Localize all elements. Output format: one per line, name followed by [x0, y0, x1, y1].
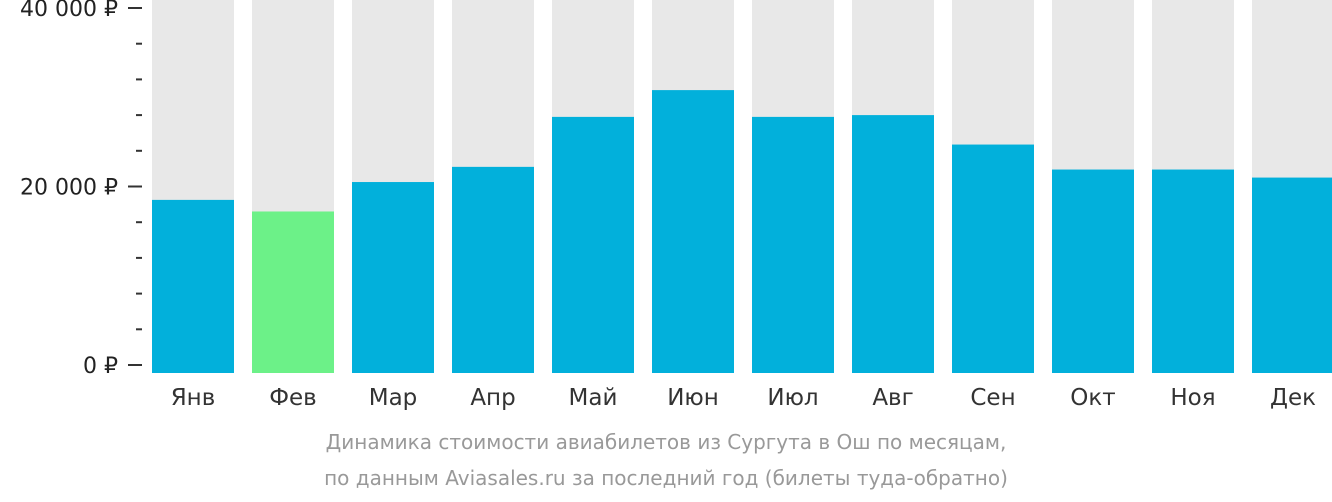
chart-caption-line-2: по данным Aviasales.ru за последний год … [324, 466, 1008, 490]
x-tick-label: Дек [1270, 385, 1316, 411]
y-axis: 0 ₽ 20 000 ₽ 40 000 ₽ [20, 0, 142, 379]
bar-11 [1152, 169, 1234, 373]
x-tick-label: Ноя [1170, 385, 1215, 411]
x-tick-label: Май [569, 385, 618, 411]
bar-5 [552, 116, 634, 373]
x-tick-label: Окт [1070, 385, 1115, 411]
price-bar-chart: 0 ₽ 20 000 ₽ 40 000 ₽ Янв Фев Мар Апр Май Июн Ию… [20, 0, 1332, 411]
bar-1 [152, 199, 234, 373]
x-tick-label: Авг [872, 385, 913, 411]
bar-6 [652, 90, 734, 374]
x-tick-label: Сен [970, 385, 1015, 411]
x-tick-label: Мар [369, 385, 418, 411]
bar-9 [952, 144, 1034, 373]
x-tick-label: Июн [667, 385, 719, 411]
bar-2 [252, 211, 334, 373]
x-tick-label: Янв [171, 385, 216, 411]
x-tick-label: Апр [470, 385, 515, 411]
bar-3 [352, 182, 434, 373]
data-bars [152, 90, 1332, 374]
x-axis: Янв Фев Мар Апр Май Июн Июл Авг Сен Окт Ноя Дек [171, 385, 1316, 411]
x-tick-label: Июл [767, 385, 818, 411]
bar-7 [752, 116, 834, 373]
bar-10 [1052, 169, 1134, 373]
y-tick-label: 0 ₽ [83, 354, 118, 379]
x-tick-label: Фев [269, 385, 317, 411]
chart-caption-line-1: Динамика стоимости авиабилетов из Сургут… [325, 430, 1007, 454]
y-tick-label: 20 000 ₽ [20, 176, 118, 201]
bar-4 [452, 166, 534, 373]
bar-12 [1252, 177, 1332, 373]
bar-8 [852, 115, 934, 373]
y-tick-label: 40 000 ₽ [20, 0, 118, 22]
